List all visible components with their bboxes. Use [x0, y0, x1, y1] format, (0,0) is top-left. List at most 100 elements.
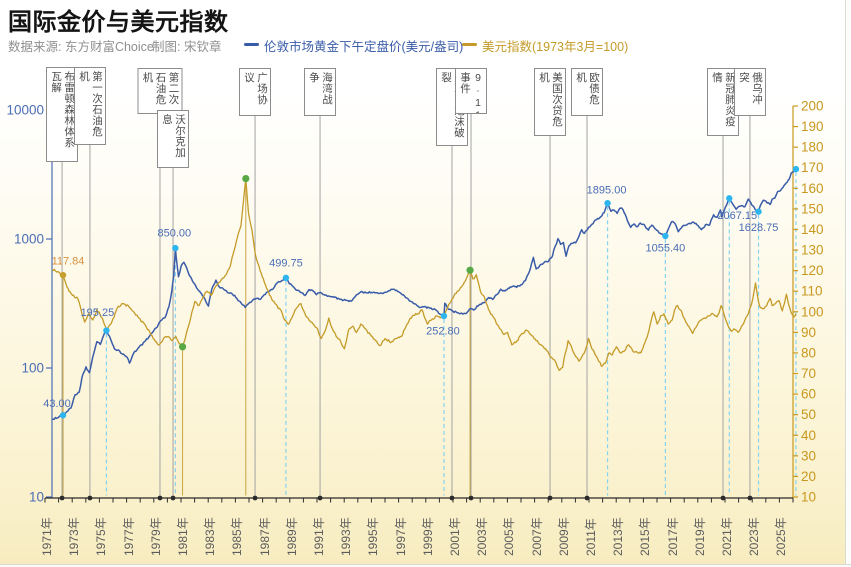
x-axis-year-label: 1973年: [67, 517, 82, 556]
right-axis-tick-label: 190: [801, 119, 824, 134]
left-axis-tick-label: 100: [21, 361, 44, 376]
marker-value-label: 499.75: [269, 257, 303, 269]
x-axis-year-label: 1997年: [393, 517, 408, 556]
x-axis-year-label: 1989年: [284, 517, 299, 556]
right-axis-tick-label: 30: [801, 448, 816, 463]
marker-dot: [662, 232, 669, 240]
right-axis-tick-label: 200: [801, 98, 824, 113]
right-edge-strip: [845, 0, 851, 567]
gold-price-line: [52, 168, 797, 421]
marker-value-label: 195.25: [81, 307, 115, 319]
event-annotation: 广场协议: [239, 68, 272, 116]
marker-dot: [59, 271, 67, 279]
x-axis-year-label: 1983年: [203, 517, 218, 556]
x-axis-year-label: 1987年: [257, 517, 272, 556]
marker-value-label: 43.00: [43, 398, 71, 410]
marker-value-label: 117.84: [52, 256, 85, 268]
event-axis-dot: [317, 495, 323, 501]
event-annotation: 沃尔克加息: [157, 110, 190, 168]
right-axis-tick-label: 70: [801, 366, 816, 381]
marker-value-label: 1895.00: [587, 185, 627, 197]
right-axis-tick-label: 90: [801, 325, 816, 340]
marker-value-label: 1628.75: [739, 222, 779, 234]
legend-line-icon: [462, 43, 477, 46]
legend-label: 伦敦市场黄金下午定盘价(美元/盎司): [264, 40, 464, 54]
right-axis-tick-label: 180: [801, 140, 824, 155]
event-axis-dot: [468, 495, 474, 501]
x-axis-year-label: 1993年: [339, 517, 354, 556]
x-axis-year-label: 1971年: [40, 517, 54, 556]
right-axis-tick-label: 170: [801, 160, 824, 175]
x-axis-year-label: 2009年: [556, 517, 571, 556]
x-axis-year-label: 1977年: [121, 517, 136, 556]
right-axis-tick-label: 80: [801, 345, 816, 360]
x-axis-year-label: 1999年: [420, 517, 435, 556]
event-axis-dot: [584, 495, 590, 501]
x-axis-year-label: 2015年: [638, 517, 653, 556]
marker-dot: [242, 175, 250, 183]
legend-line-icon: [244, 43, 259, 46]
left-axis-tick-label: 10: [29, 490, 44, 505]
x-axis-year-label: 1985年: [230, 517, 245, 556]
event-axis-dot: [59, 495, 65, 501]
x-axis-year-label: 1981年: [176, 517, 190, 556]
legend-gold-price[interactable]: 伦敦市场黄金下午定盘价(美元/盎司): [244, 36, 463, 55]
marker-dot: [178, 343, 187, 351]
x-axis-year-label: 2011年: [584, 518, 598, 556]
right-axis-tick-label: 160: [801, 181, 824, 196]
event-axis-dot: [747, 495, 753, 501]
marker-dot: [103, 327, 110, 334]
x-axis-year-label: 1995年: [366, 517, 381, 556]
marker-dot: [726, 195, 733, 202]
event-annotation: 俄乌冲突: [733, 68, 766, 116]
event-annotation: 第一次石油危机: [73, 67, 106, 145]
event-annotation: 美国次贷危机: [534, 68, 567, 136]
x-axis-year-label: 1991年: [312, 517, 326, 556]
right-axis-tick-label: 150: [801, 201, 824, 216]
x-axis-year-label: 2023年: [747, 517, 762, 556]
event-axis-dot: [252, 495, 258, 501]
marker-value-label: 2067.15: [717, 210, 757, 222]
marker-dot: [792, 165, 800, 173]
usd-index-line: [51, 177, 797, 372]
left-axis-tick-label: 10000: [6, 103, 44, 118]
marker-dot: [755, 208, 762, 215]
event-axis-dot: [87, 495, 93, 501]
event-axis-dot: [170, 495, 176, 501]
right-axis-tick-label: 50: [801, 407, 816, 422]
x-axis-year-label: 2021年: [720, 517, 734, 556]
event-axis-dot: [449, 495, 455, 501]
meta-row: 数据来源: 东方财富Choice 制图: 宋钦章 伦敦市场黄金下午定盘价(美元/…: [0, 36, 851, 54]
marker-value-label: 252.80: [426, 326, 460, 338]
legend-usd-index[interactable]: 美元指数(1973年3月=100): [462, 36, 628, 55]
marker-dot: [172, 244, 179, 252]
x-axis-year-label: 2007年: [529, 517, 544, 556]
marker-value-label: 1055.40: [645, 242, 685, 254]
right-axis-tick-label: 120: [801, 263, 824, 278]
marker-dot: [59, 412, 67, 419]
marker-dot: [282, 274, 290, 282]
x-axis-year-label: 1979年: [148, 517, 163, 556]
event-annotation: 海湾战争: [304, 68, 337, 116]
bottom-edge-strip: [0, 564, 851, 567]
right-axis-tick-label: 20: [801, 469, 816, 484]
event-axis-dot: [720, 495, 726, 501]
right-axis-tick-label: 100: [801, 304, 824, 319]
marker-value-label: 850.00: [158, 228, 192, 240]
legend-label: 美元指数(1973年3月=100): [482, 40, 629, 54]
chart-maker-label: 制图: 宋钦章: [152, 40, 222, 54]
event-annotation: 第二次 石油危机: [137, 68, 183, 114]
right-axis-tick-label: 40: [801, 428, 816, 443]
page-title: 国际金价与美元指数: [8, 9, 229, 36]
event-axis-dot: [157, 495, 163, 501]
marker-dot: [466, 266, 474, 274]
data-source-label: 数据来源: 东方财富Choice: [8, 40, 154, 54]
event-annotation: 布雷顿森林体系瓦解: [46, 67, 79, 162]
right-axis-tick-label: 140: [801, 222, 824, 237]
event-annotation: 9·11事件: [455, 68, 488, 114]
event-axis-dot: [547, 495, 553, 501]
right-axis-tick-label: 10: [801, 490, 816, 505]
x-axis-year-label: 2013年: [611, 517, 626, 556]
